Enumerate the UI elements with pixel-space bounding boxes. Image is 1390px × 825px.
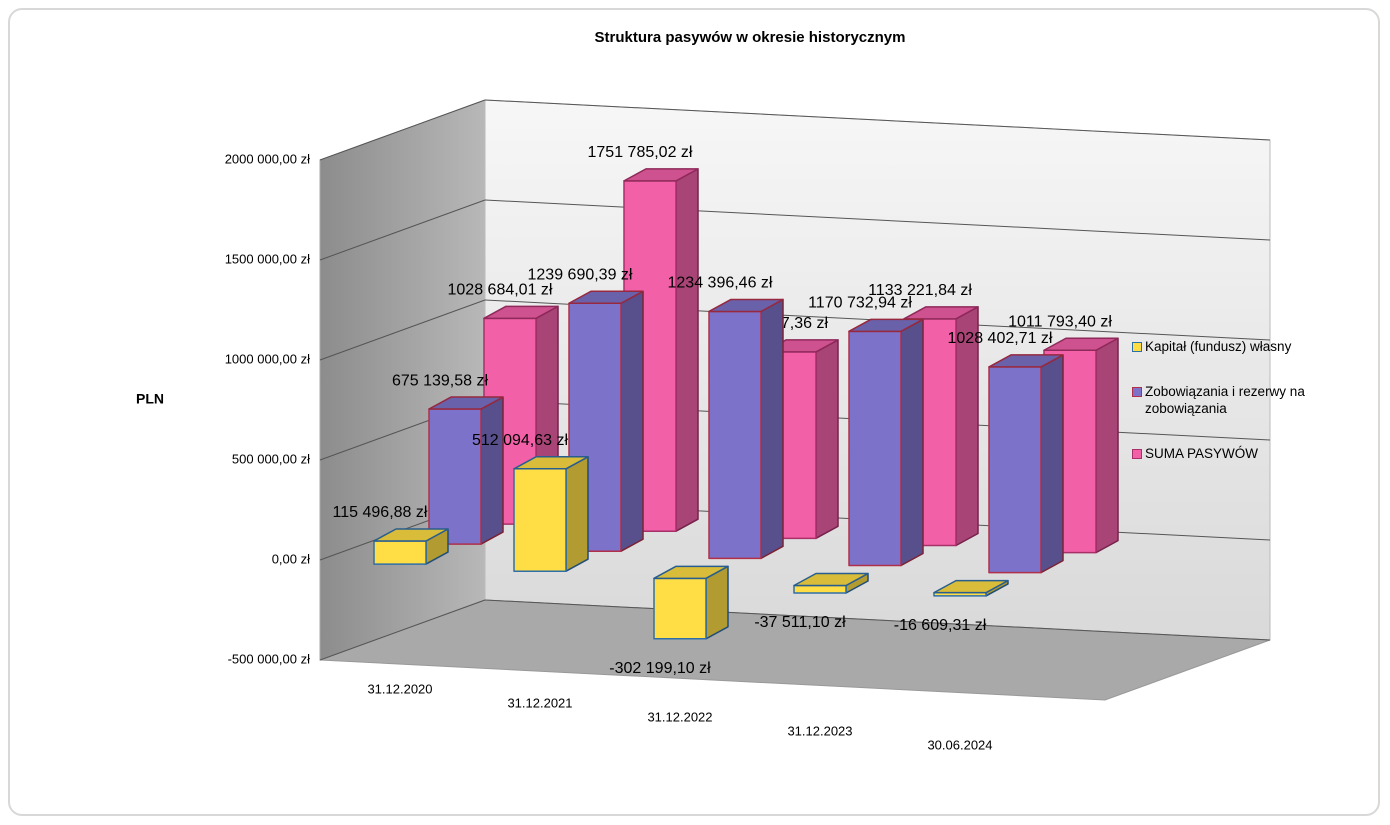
value-label: 512 094,63 zł — [472, 432, 569, 449]
value-label: -37 511,10 zł — [754, 614, 846, 631]
bar-front — [793, 584, 847, 594]
legend-label: Zobowiązania i rezerwy na zobowiązania — [1145, 384, 1305, 416]
value-label: 1751 785,02 zł — [588, 144, 693, 161]
value-label: 1234 396,46 zł — [668, 275, 773, 292]
bar-top — [623, 168, 699, 182]
legend-swatch — [1132, 387, 1142, 397]
y-tick-label: 1000 000,00 zł — [225, 351, 310, 366]
value-label: 1170 732,94 zł — [808, 295, 912, 312]
legend-label: SUMA PASYWÓW — [1145, 446, 1259, 461]
x-tick-label: 31.12.2020 — [367, 681, 432, 696]
bar-side — [620, 290, 644, 552]
value-label: 115 496,88 zł — [333, 504, 428, 521]
chart-title: Struktura pasywów w okresie historycznym — [595, 29, 906, 46]
bar-side — [675, 168, 699, 532]
y-tick-label: 1500 000,00 zł — [225, 251, 310, 266]
grid-line — [484, 99, 1271, 141]
bar-front — [988, 366, 1042, 574]
bar-top — [988, 354, 1064, 368]
legend-item: Kapitał (fundusz) własny — [1132, 338, 1337, 355]
x-tick-label: 30.06.2024 — [927, 737, 992, 752]
x-tick-label: 31.12.2022 — [647, 709, 712, 724]
bar-top — [903, 306, 979, 320]
bar-top — [653, 565, 729, 580]
y-axis-label: PLN — [136, 391, 164, 407]
value-label: -302 199,10 zł — [609, 660, 711, 677]
value-label: 1239 690,39 zł — [528, 266, 633, 283]
x-tick-label: 31.12.2023 — [787, 723, 852, 738]
bar-top — [933, 579, 1009, 594]
bar-top — [568, 290, 644, 305]
x-tick-label: 31.12.2021 — [507, 695, 572, 710]
y-tick-label: 500 000,00 zł — [232, 451, 310, 466]
value-label: 1011 793,40 zł — [1008, 313, 1112, 330]
bar-top — [513, 456, 589, 470]
bar-side — [480, 396, 504, 545]
grid-line — [484, 199, 1271, 241]
grid-line — [319, 99, 486, 161]
grid-line — [319, 599, 486, 661]
value-label: 675 139,58 zł — [392, 372, 489, 389]
y-tick-label: 0,00 zł — [272, 551, 310, 566]
legend-item: Zobowiązania i rezerwy na zobowiązania — [1132, 383, 1337, 417]
value-label: 1028 402,71 zł — [948, 330, 1053, 347]
bar-front — [708, 310, 762, 560]
bar-front — [373, 540, 427, 565]
y-tick-label: -500 000,00 zł — [228, 651, 311, 666]
value-label: 1133 221,84 zł — [868, 282, 972, 299]
bar-front — [653, 577, 707, 640]
bar-top — [373, 528, 449, 542]
bar-top — [793, 572, 869, 587]
legend-swatch — [1132, 342, 1142, 352]
bar-front — [428, 408, 482, 545]
chart-frame — [8, 8, 1380, 816]
value-label: 1028 684,01 zł — [448, 282, 553, 299]
grid-line — [319, 299, 486, 361]
value-label: -16 609,31 zł — [894, 617, 987, 634]
grid-line — [484, 599, 1271, 641]
bar-top — [848, 318, 924, 333]
bar-side — [815, 339, 839, 540]
bar-side — [760, 298, 784, 560]
legend-swatch — [1132, 449, 1142, 459]
bar-side — [1040, 354, 1064, 574]
bar-top — [428, 396, 504, 410]
bar-side — [565, 456, 589, 572]
bar-top — [708, 298, 784, 313]
bar-top — [483, 305, 559, 320]
bar-front — [848, 330, 902, 567]
legend-label: Kapitał (fundusz) własny — [1145, 339, 1292, 354]
legend: Kapitał (fundusz) własny Zobowiązania i r… — [1132, 338, 1337, 490]
bar-side — [900, 318, 924, 567]
legend-item: SUMA PASYWÓW — [1132, 445, 1337, 462]
grid-line — [319, 199, 486, 261]
bar-front — [513, 468, 567, 572]
y-tick-label: 2000 000,00 zł — [225, 151, 310, 166]
bar-top — [1043, 337, 1119, 352]
bar-side — [1095, 337, 1119, 554]
